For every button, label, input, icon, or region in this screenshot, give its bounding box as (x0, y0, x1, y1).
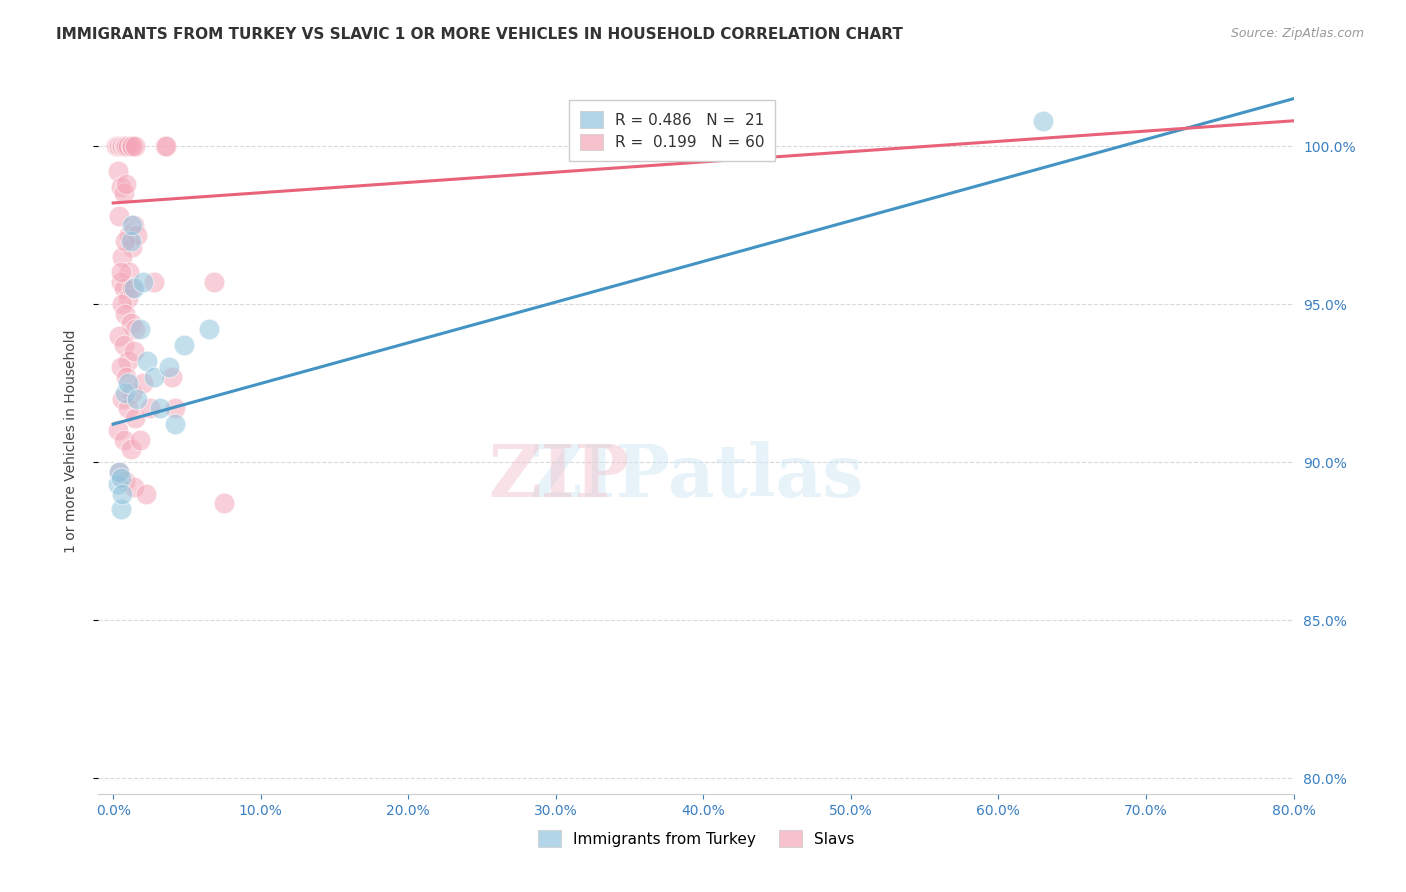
Point (110, 265, 132, 279)
Point (110, 471, 132, 485)
Point (111, 392, 134, 406)
Point (125, 392, 148, 406)
Point (120, 139, 142, 153)
Point (149, 401, 172, 416)
Point (117, 376, 139, 390)
Point (135, 486, 157, 500)
Point (111, 486, 134, 500)
Point (121, 218, 143, 232)
Point (105, 139, 128, 153)
Point (165, 417, 187, 432)
Point (121, 240, 143, 254)
Point (112, 281, 135, 295)
Point (107, 424, 129, 438)
Point (120, 442, 142, 457)
Point (110, 180, 132, 194)
Point (160, 369, 183, 384)
Point (136, 354, 159, 368)
Point (122, 344, 145, 359)
Point (122, 281, 145, 295)
Point (128, 322, 150, 336)
Point (117, 354, 139, 368)
Point (118, 265, 141, 279)
Point (143, 275, 166, 289)
Point (108, 465, 131, 479)
Point (107, 477, 129, 491)
Point (121, 385, 143, 400)
Point (117, 291, 139, 305)
Point (112, 186, 135, 201)
Point (124, 322, 146, 336)
Point (122, 480, 145, 494)
Point (108, 209, 131, 223)
Point (112, 433, 135, 447)
Point (157, 360, 180, 375)
Point (110, 275, 132, 289)
Point (115, 369, 138, 384)
Text: Source: ZipAtlas.com: Source: ZipAtlas.com (1230, 27, 1364, 40)
Point (114, 474, 136, 488)
Point (114, 139, 136, 153)
Point (128, 433, 150, 447)
Point (118, 227, 141, 242)
Point (202, 275, 225, 289)
Point (117, 401, 139, 416)
Point (115, 139, 138, 153)
Text: ZIP: ZIP (488, 442, 628, 512)
Point (125, 227, 148, 242)
Point (112, 338, 135, 352)
Point (120, 316, 142, 330)
Point (111, 297, 134, 311)
Point (121, 281, 143, 295)
Point (107, 139, 129, 153)
Point (117, 139, 139, 153)
Point (131, 275, 153, 289)
Point (153, 139, 176, 153)
Point (114, 385, 136, 400)
Text: ZIPatlas: ZIPatlas (529, 442, 863, 512)
Point (124, 139, 146, 153)
Legend: Immigrants from Turkey, Slavs: Immigrants from Turkey, Slavs (531, 824, 860, 853)
Point (108, 328, 131, 343)
Point (108, 465, 131, 479)
Point (139, 401, 162, 416)
Point (112, 139, 135, 153)
Point (121, 139, 143, 153)
Point (173, 338, 195, 352)
Point (107, 164, 129, 178)
Point (114, 234, 136, 248)
Y-axis label: 1 or more Vehicles in Household: 1 or more Vehicles in Household (63, 330, 77, 553)
Point (131, 376, 153, 390)
Point (110, 139, 132, 153)
Point (110, 360, 132, 375)
Point (120, 234, 142, 248)
Point (124, 410, 146, 425)
Point (165, 401, 187, 416)
Point (108, 139, 131, 153)
Point (111, 139, 134, 153)
Point (115, 177, 138, 191)
Point (212, 496, 235, 510)
Text: IMMIGRANTS FROM TURKEY VS SLAVIC 1 OR MORE VEHICLES IN HOUSEHOLD CORRELATION CHA: IMMIGRANTS FROM TURKEY VS SLAVIC 1 OR MO… (56, 27, 903, 42)
Point (110, 502, 132, 516)
Point (143, 369, 166, 384)
Point (122, 218, 145, 232)
Point (198, 322, 221, 336)
Point (1032, 113, 1054, 128)
Point (111, 250, 134, 264)
Point (114, 307, 136, 321)
Point (155, 139, 177, 153)
